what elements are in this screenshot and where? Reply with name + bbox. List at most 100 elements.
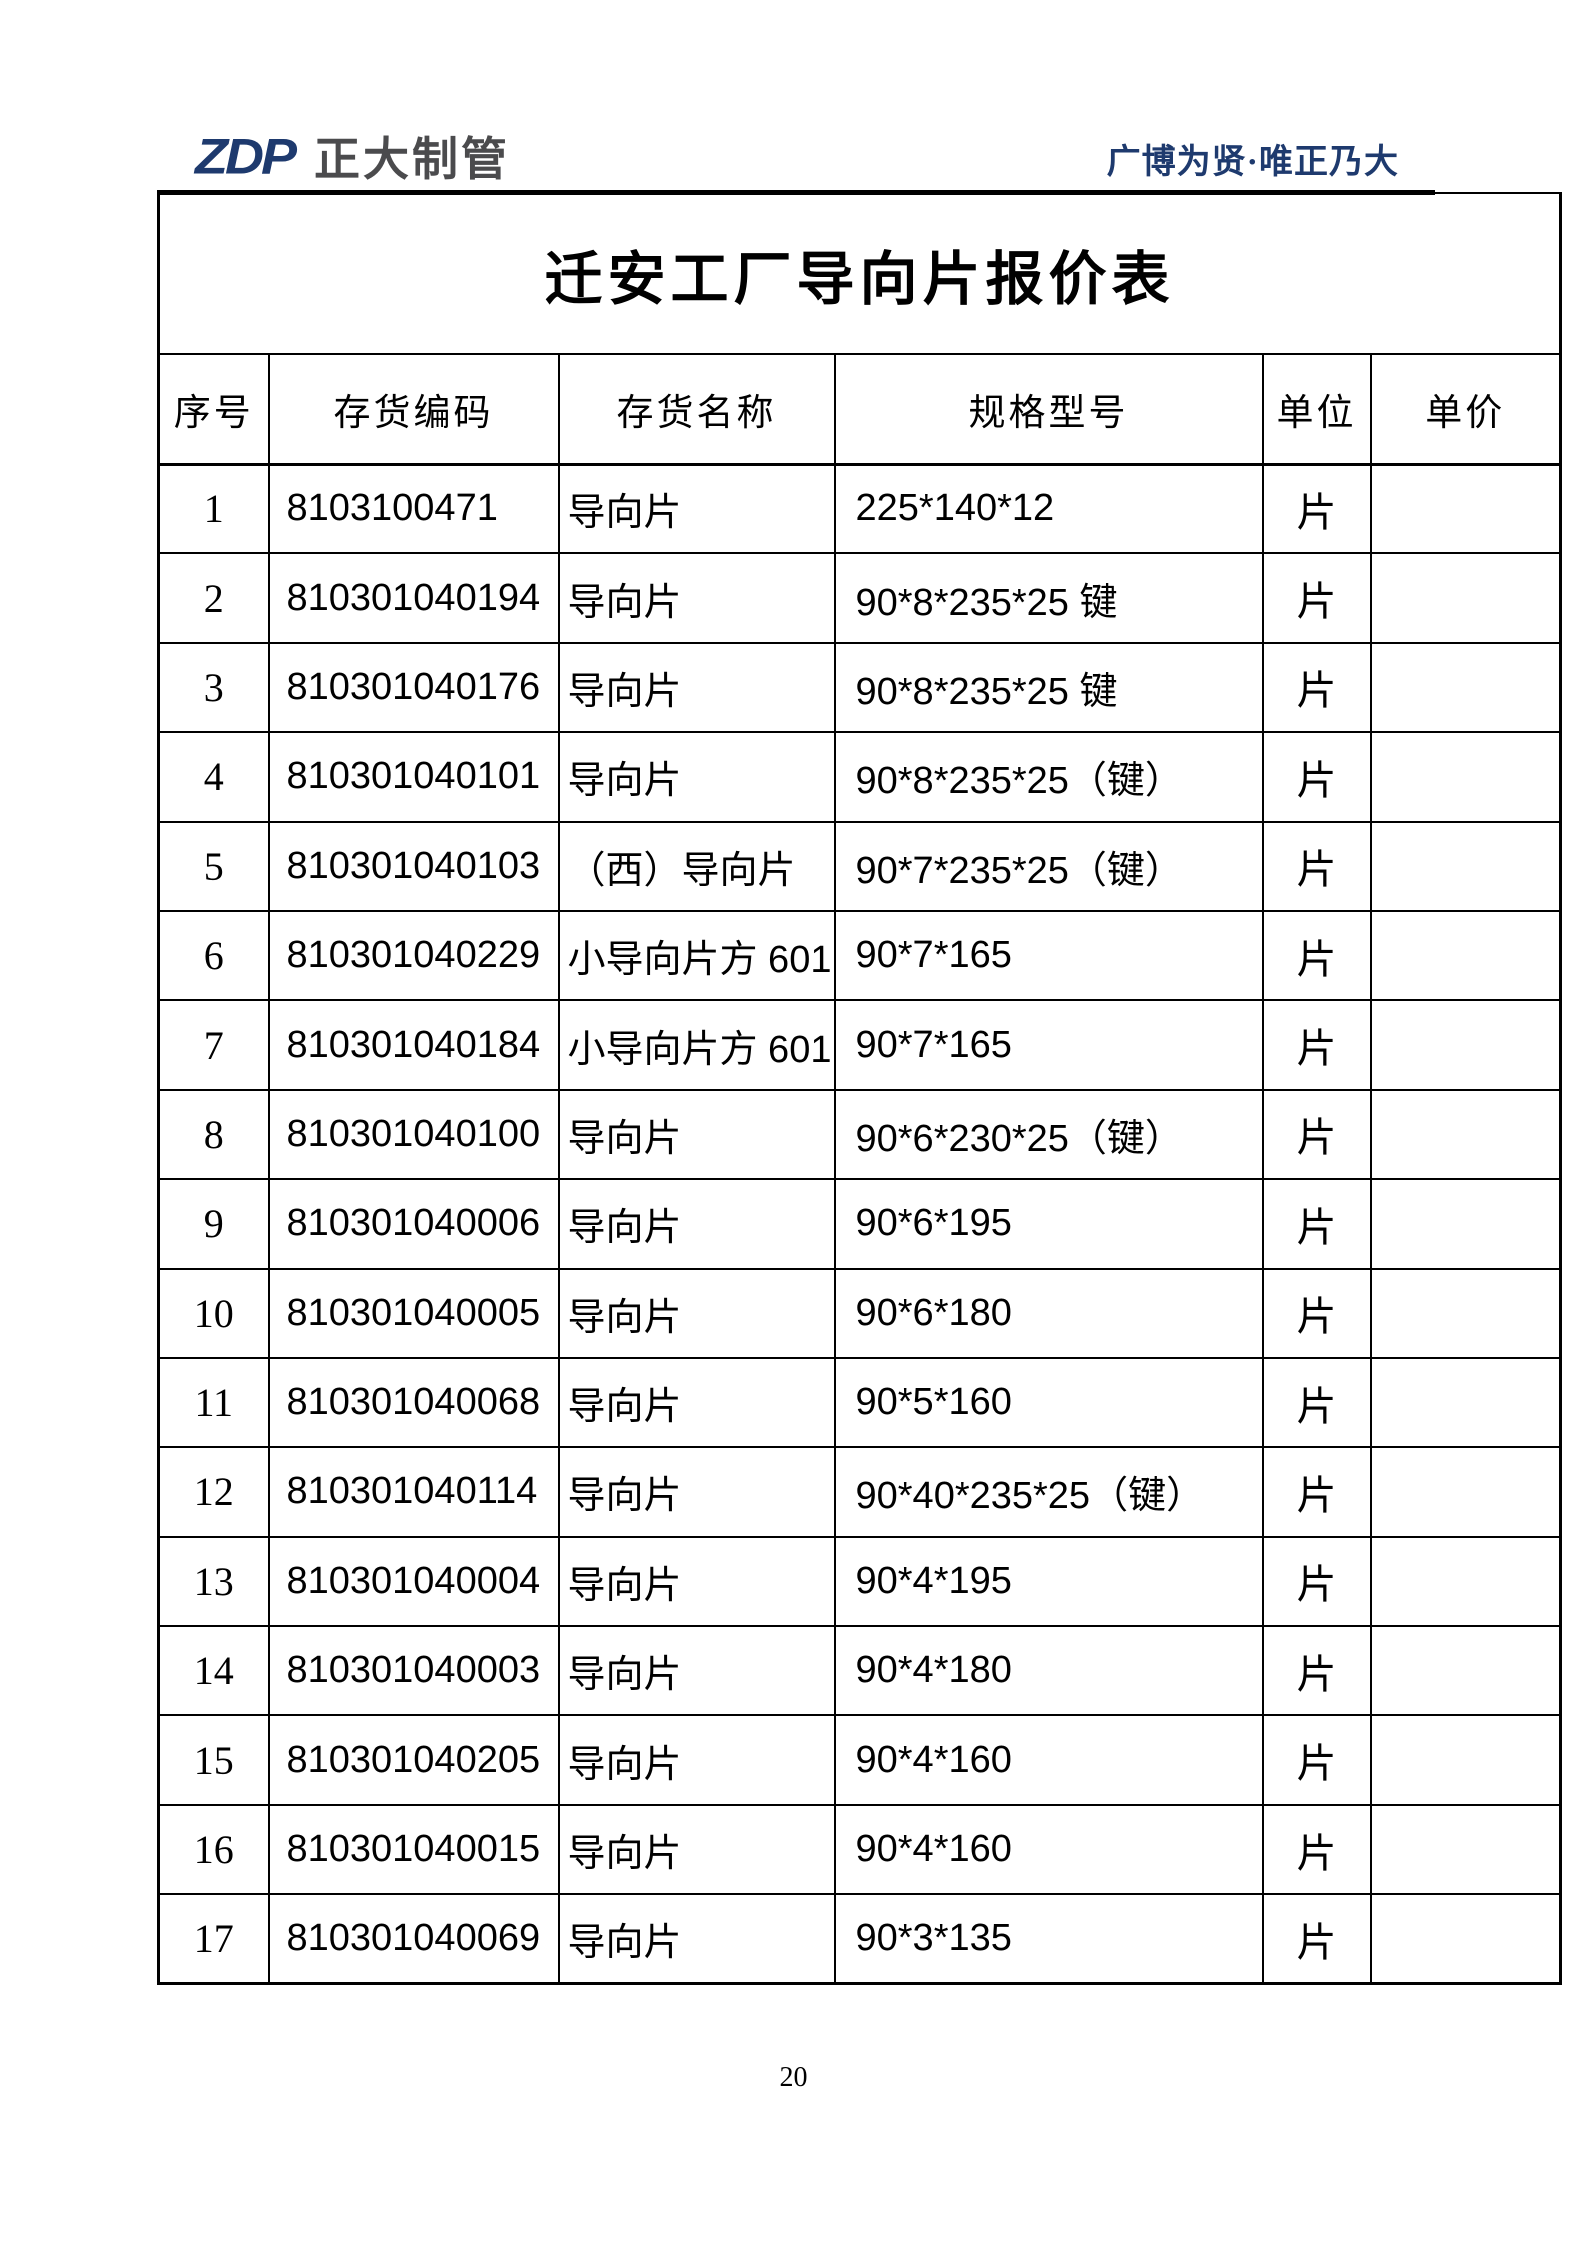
cell-unit: 片 (1261, 909, 1372, 1002)
cell-code: 810301040184 (267, 999, 560, 1091)
table-row: 15 810301040205 导向片 90*4*160 片 (157, 1714, 1562, 1806)
cell-name: 导向片 (557, 1446, 836, 1538)
col-header-name: 存货名称 (557, 353, 836, 466)
cell-seq: 12 (157, 1446, 270, 1538)
cell-name: 导向片 (557, 1088, 836, 1181)
table-title-row: 迁安工厂导向片报价表 (157, 192, 1562, 355)
cell-price (1369, 641, 1562, 734)
cell-price (1369, 820, 1562, 912)
cell-seq: 2 (157, 552, 270, 644)
cell-unit: 片 (1261, 1267, 1372, 1359)
cell-unit: 片 (1261, 1446, 1372, 1538)
cell-price (1369, 1267, 1562, 1359)
cell-seq: 13 (157, 1535, 270, 1628)
cell-unit: 片 (1261, 1178, 1372, 1270)
cell-unit: 片 (1261, 1803, 1372, 1896)
cell-name: （西）导向片 (557, 820, 836, 912)
cell-unit: 片 (1261, 1535, 1372, 1628)
cell-seq: 1 (157, 462, 270, 555)
cell-unit: 片 (1261, 731, 1372, 823)
cell-spec: 90*7*165 (833, 909, 1264, 1002)
table-row: 12 810301040114 导向片 90*40*235*25（键） 片 (157, 1446, 1562, 1538)
page-number: 20 (779, 2062, 808, 2093)
cell-name: 导向片 (557, 1535, 836, 1628)
cell-seq: 9 (157, 1178, 270, 1270)
cell-seq: 7 (157, 999, 270, 1091)
table-body: 迁安工厂导向片报价表 序号 存货编码 存货名称 规格型号 单位 单价 1 810… (157, 192, 1562, 1985)
cell-unit: 片 (1261, 1625, 1372, 1717)
cell-price (1369, 1625, 1562, 1717)
cell-name: 导向片 (557, 1356, 836, 1449)
logo-company-name: 正大制管 (314, 133, 510, 185)
cell-code: 810301040069 (267, 1893, 560, 1985)
cell-spec: 90*4*195 (833, 1535, 1264, 1628)
cell-code: 810301040004 (267, 1535, 560, 1628)
cell-seq: 5 (157, 820, 270, 912)
cell-spec: 90*3*135 (833, 1893, 1264, 1985)
cell-spec: 90*4*160 (833, 1803, 1264, 1896)
col-header-unit: 单位 (1261, 353, 1372, 466)
table-row: 1 8103100471 导向片 225*140*12 片 (157, 462, 1562, 555)
table-row: 17 810301040069 导向片 90*3*135 片 (157, 1893, 1562, 1985)
cell-unit: 片 (1261, 641, 1372, 734)
cell-code: 810301040100 (267, 1088, 560, 1181)
cell-name: 导向片 (557, 1803, 836, 1896)
cell-price (1369, 552, 1562, 644)
cell-name: 导向片 (557, 1267, 836, 1359)
cell-name: 导向片 (557, 1178, 836, 1270)
cell-spec: 90*7*165 (833, 999, 1264, 1091)
cell-code: 810301040229 (267, 909, 560, 1002)
cell-spec: 90*5*160 (833, 1356, 1264, 1449)
table-row: 2 810301040194 导向片 90*8*235*25 键 片 (157, 552, 1562, 644)
table-row: 16 810301040015 导向片 90*4*160 片 (157, 1803, 1562, 1896)
cell-name: 导向片 (557, 1893, 836, 1985)
cell-spec: 90*6*180 (833, 1267, 1264, 1359)
table-title: 迁安工厂导向片报价表 (157, 192, 1562, 355)
col-header-code: 存货编码 (267, 353, 560, 466)
cell-price (1369, 1088, 1562, 1181)
cell-seq: 15 (157, 1714, 270, 1806)
cell-price (1369, 909, 1562, 1002)
cell-spec: 225*140*12 (833, 462, 1264, 555)
cell-unit: 片 (1261, 999, 1372, 1091)
cell-price (1369, 1178, 1562, 1270)
cell-unit: 片 (1261, 1714, 1372, 1806)
cell-spec: 90*40*235*25（键） (833, 1446, 1264, 1538)
cell-name: 小导向片方 601 (557, 909, 836, 1002)
cell-seq: 11 (157, 1356, 270, 1449)
cell-spec: 90*7*235*25（键） (833, 820, 1264, 912)
cell-seq: 16 (157, 1803, 270, 1896)
cell-price (1369, 1535, 1562, 1628)
table-row: 11 810301040068 导向片 90*5*160 片 (157, 1356, 1562, 1449)
page-header: ZDP 正大制管 广博为贤·唯正乃大 (157, 122, 1559, 188)
cell-code: 810301040114 (267, 1446, 560, 1538)
cell-code: 810301040015 (267, 1803, 560, 1896)
col-header-spec: 规格型号 (833, 353, 1264, 466)
col-header-seq: 序号 (157, 353, 270, 466)
cell-price (1369, 1356, 1562, 1449)
table-row: 7 810301040184 小导向片方 601 90*7*165 片 (157, 999, 1562, 1091)
cell-seq: 4 (157, 731, 270, 823)
cell-price (1369, 731, 1562, 823)
cell-unit: 片 (1261, 1088, 1372, 1181)
table-row: 8 810301040100 导向片 90*6*230*25（键） 片 (157, 1088, 1562, 1181)
cell-name: 小导向片方 601 (557, 999, 836, 1091)
table-row: 14 810301040003 导向片 90*4*180 片 (157, 1625, 1562, 1717)
table-row: 3 810301040176 导向片 90*8*235*25 键 片 (157, 641, 1562, 734)
company-logo: ZDP 正大制管 (195, 130, 510, 184)
cell-code: 810301040068 (267, 1356, 560, 1449)
cell-seq: 10 (157, 1267, 270, 1359)
table-row: 4 810301040101 导向片 90*8*235*25（键） 片 (157, 731, 1562, 823)
cell-price (1369, 1893, 1562, 1985)
table-row: 5 810301040103 （西）导向片 90*7*235*25（键） 片 (157, 820, 1562, 912)
cell-name: 导向片 (557, 641, 836, 734)
cell-spec: 90*8*235*25 键 (833, 641, 1264, 734)
cell-unit: 片 (1261, 1356, 1372, 1449)
cell-code: 810301040194 (267, 552, 560, 644)
cell-unit: 片 (1261, 552, 1372, 644)
cell-spec: 90*4*180 (833, 1625, 1264, 1717)
cell-price (1369, 462, 1562, 555)
cell-spec: 90*8*235*25（键） (833, 731, 1264, 823)
cell-unit: 片 (1261, 1893, 1372, 1985)
